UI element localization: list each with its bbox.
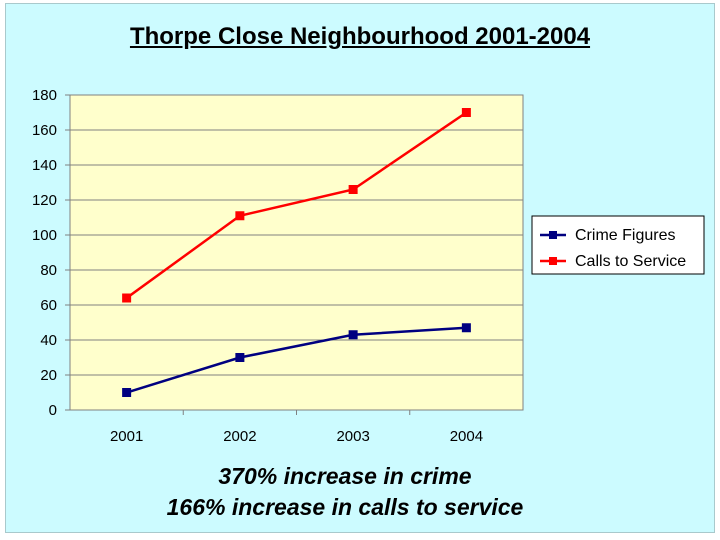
y-tick-label: 60 xyxy=(40,297,57,314)
data-point-crime-figures xyxy=(235,353,245,362)
series-line-crime-figures xyxy=(126,326,467,394)
legend-marker-crime-figures xyxy=(549,231,557,239)
series-line-calls-to-service xyxy=(125,111,468,300)
legend-marker-calls-to-service xyxy=(549,257,557,265)
plot-area xyxy=(69,94,524,411)
y-tick-label: 100 xyxy=(32,227,57,244)
series-points xyxy=(122,108,471,397)
x-axis-ticks: 2001 2002 2003 2004 xyxy=(110,410,483,445)
grid-lines xyxy=(70,94,523,376)
x-tick-label: 2004 xyxy=(450,428,483,445)
y-tick-label: 80 xyxy=(40,262,57,279)
legend-label-calls-to-service: Calls to Service xyxy=(575,253,686,270)
data-point-calls-to-service xyxy=(235,211,245,221)
data-point-calls-to-service xyxy=(122,293,132,303)
y-tick-label: 180 xyxy=(32,87,57,104)
data-point-calls-to-service xyxy=(348,185,358,194)
y-tick-label: 120 xyxy=(32,192,57,209)
legend-label-crime-figures: Crime Figures xyxy=(575,227,675,244)
x-tick-label: 2001 xyxy=(110,428,143,445)
y-tick-label: 0 xyxy=(49,402,57,419)
y-axis-ticks: 0 20 40 60 80 100 120 140 160 180 xyxy=(32,87,70,419)
chart-title: Thorpe Close Neighbourhood 2001-2004 xyxy=(129,23,591,50)
caption-crime-increase: 370% increase in crime xyxy=(218,463,472,489)
x-tick-label: 2002 xyxy=(223,428,256,445)
data-point-crime-figures xyxy=(122,388,132,397)
y-tick-label: 160 xyxy=(32,122,57,139)
y-tick-label: 20 xyxy=(40,367,57,384)
series-lines xyxy=(125,111,468,394)
caption-calls-increase: 166% increase in calls to service xyxy=(166,494,524,520)
y-tick-label: 140 xyxy=(32,157,57,174)
data-point-crime-figures xyxy=(348,330,358,340)
x-tick-label: 2003 xyxy=(336,428,369,445)
data-point-calls-to-service xyxy=(461,108,471,117)
legend-box xyxy=(531,215,705,275)
data-point-crime-figures xyxy=(461,323,471,333)
y-tick-label: 40 xyxy=(40,332,57,349)
legend: Crime Figures Calls to Service xyxy=(531,215,705,275)
